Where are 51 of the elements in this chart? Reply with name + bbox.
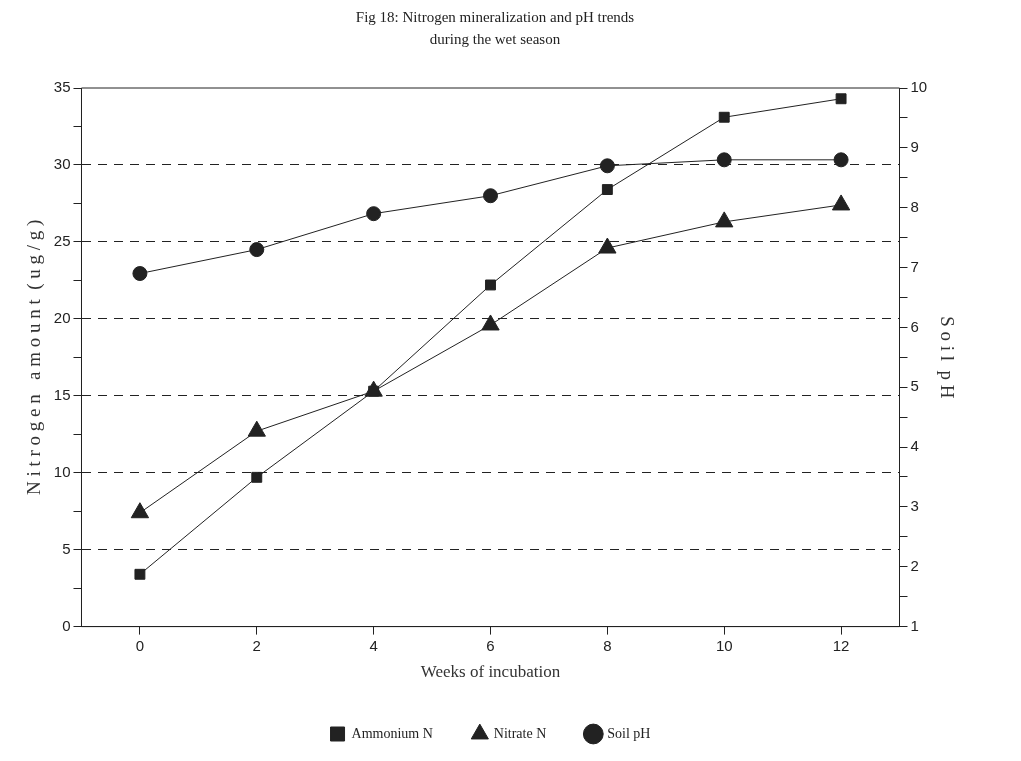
x-tick-label: 4 <box>369 636 378 654</box>
y2-tick-label: 9 <box>910 137 919 155</box>
y-tick-label: 25 <box>53 232 71 250</box>
legend-label: Soil pH <box>607 725 651 741</box>
y-tick-label: 35 <box>53 78 71 96</box>
point <box>831 194 851 211</box>
y2-tick-label: 4 <box>910 437 919 455</box>
y-tick-label: 20 <box>53 308 71 326</box>
point <box>601 184 613 196</box>
point <box>599 158 615 174</box>
point <box>249 242 265 258</box>
y2-tick-label: 5 <box>910 377 919 395</box>
x-tick-label: 12 <box>832 636 850 654</box>
x-tick-label: 6 <box>486 636 495 654</box>
y2-tick-label: 3 <box>910 497 919 515</box>
y-tick-label: 10 <box>53 462 71 480</box>
point <box>485 279 496 291</box>
point <box>598 237 617 254</box>
point <box>716 152 732 168</box>
point <box>251 471 263 483</box>
y-axis-title: N i t r o g e n a m o u n t ( u g / g ) <box>23 219 46 496</box>
legend-label: Ammonium N <box>351 725 433 741</box>
y2-tick-label: 10 <box>910 78 928 96</box>
point <box>718 111 730 123</box>
point <box>715 211 734 228</box>
point <box>132 266 148 282</box>
y2-tick-label: 7 <box>910 257 919 275</box>
x-axis-title: Weeks of incubation <box>420 662 561 682</box>
x-tick-label: 0 <box>135 636 145 654</box>
chart-title: Fig 18: Nitrogen mineralization and pH trends during the wet season <box>354 8 636 49</box>
point <box>481 314 500 331</box>
point <box>483 188 498 204</box>
y2-tick-label: 6 <box>910 317 919 335</box>
y-tick-label: 5 <box>62 539 71 557</box>
y2-tick-label: 2 <box>910 556 919 574</box>
y-tick-label: 0 <box>62 616 71 634</box>
x-tick-label: 2 <box>252 636 261 654</box>
point <box>134 568 146 580</box>
point <box>835 93 847 105</box>
x-tick-label: 10 <box>715 636 733 654</box>
y-tick-label: 30 <box>53 155 71 173</box>
point <box>833 152 849 168</box>
y2-tick-label: 8 <box>910 197 919 215</box>
y-tick-label: 15 <box>53 385 71 403</box>
point <box>247 420 266 437</box>
point <box>366 206 382 222</box>
point <box>130 502 150 519</box>
legend-label: Nitrate N <box>493 725 547 741</box>
x-tick-label: 8 <box>603 636 612 654</box>
y2-tick-label: 1 <box>910 616 919 634</box>
y2-axis-title: S o i l p H <box>936 316 958 399</box>
